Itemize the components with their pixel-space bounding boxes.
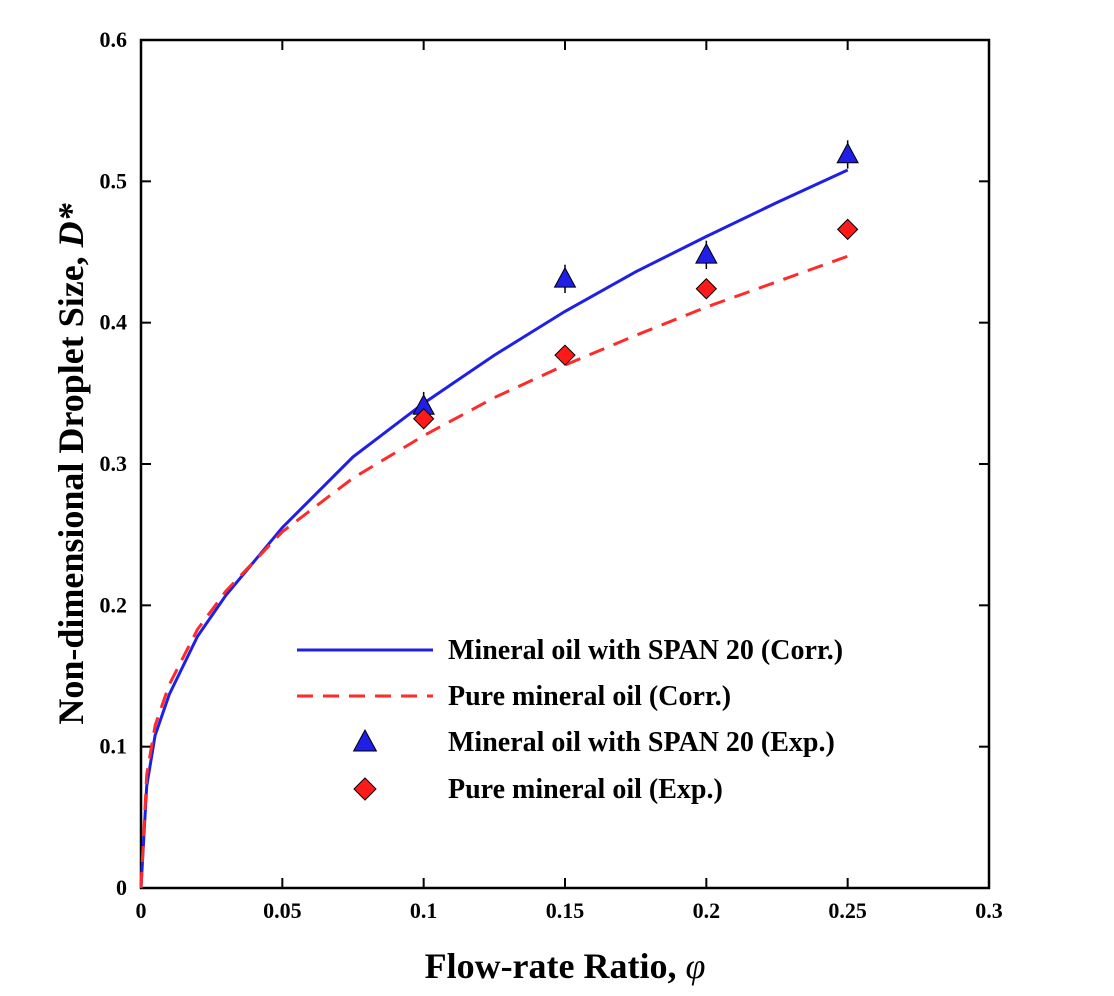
data-point-diamond bbox=[695, 278, 718, 300]
data-point-diamond bbox=[836, 218, 859, 241]
y-tick-label: 0.6 bbox=[100, 27, 128, 52]
legend-label: Mineral oil with SPAN 20 (Exp.) bbox=[448, 727, 835, 758]
series-3 bbox=[412, 140, 859, 421]
legend-label: Pure mineral oil (Corr.) bbox=[448, 681, 731, 712]
legend-swatch-triangle bbox=[352, 728, 378, 752]
legend-label: Mineral oil with SPAN 20 (Corr.) bbox=[448, 635, 843, 666]
y-axis-title: Non-dimensional Droplet Size, D* bbox=[51, 202, 91, 724]
data-point-diamond bbox=[554, 344, 576, 366]
series-line bbox=[139, 168, 849, 889]
x-axis-title-text: Flow-rate Ratio, bbox=[425, 946, 686, 986]
y-tick-label: 0.2 bbox=[100, 592, 128, 617]
plot-area bbox=[139, 38, 991, 890]
y-tick-label: 0.1 bbox=[100, 734, 128, 759]
x-tick-label: 0.15 bbox=[546, 898, 585, 923]
legend-item: Pure mineral oil (Exp.) bbox=[353, 774, 723, 805]
x-tick-label: 0.25 bbox=[828, 898, 867, 923]
legend-item: Pure mineral oil (Corr.) bbox=[297, 681, 731, 712]
legend: Mineral oil with SPAN 20 (Corr.) Pure min… bbox=[297, 635, 843, 805]
x-tick-label: 0.1 bbox=[410, 898, 438, 923]
x-tick-label: 0.3 bbox=[975, 898, 1003, 923]
x-tick-label: 0.2 bbox=[693, 898, 721, 923]
data-point-triangle bbox=[553, 266, 577, 288]
series-layer bbox=[139, 140, 859, 889]
x-axis-title-symbol: φ bbox=[686, 946, 706, 986]
y-tick-label: 0 bbox=[116, 875, 127, 900]
data-point-triangle bbox=[695, 242, 718, 264]
y-tick-label: 0.4 bbox=[100, 310, 128, 335]
y-tick-label: 0.5 bbox=[100, 168, 128, 193]
legend-item: Mineral oil with SPAN 20 (Exp.) bbox=[352, 727, 835, 758]
x-axis-title: Flow-rate Ratio, φ bbox=[425, 946, 706, 986]
series-1 bbox=[139, 168, 849, 889]
data-point-triangle bbox=[836, 142, 859, 164]
y-axis-title-symbol: D* bbox=[51, 202, 91, 248]
legend-label: Pure mineral oil (Exp.) bbox=[448, 774, 723, 805]
legend-item: Mineral oil with SPAN 20 (Corr.) bbox=[297, 635, 843, 666]
legend-swatch-diamond bbox=[353, 777, 377, 801]
x-tick-label: 0.05 bbox=[263, 898, 302, 923]
x-tick-label: 0 bbox=[136, 898, 147, 923]
y-axis: 0 0.1 0.2 0.3 0.4 0.5 0.6 bbox=[100, 27, 989, 900]
data-point-diamond bbox=[412, 408, 435, 430]
y-axis-title-text: Non-dimensional Droplet Size, bbox=[51, 247, 91, 724]
series-4 bbox=[412, 218, 859, 430]
y-tick-label: 0.3 bbox=[100, 451, 128, 476]
x-axis: 0 0.05 0.1 0.15 0.2 0.25 0.3 bbox=[136, 40, 1003, 923]
